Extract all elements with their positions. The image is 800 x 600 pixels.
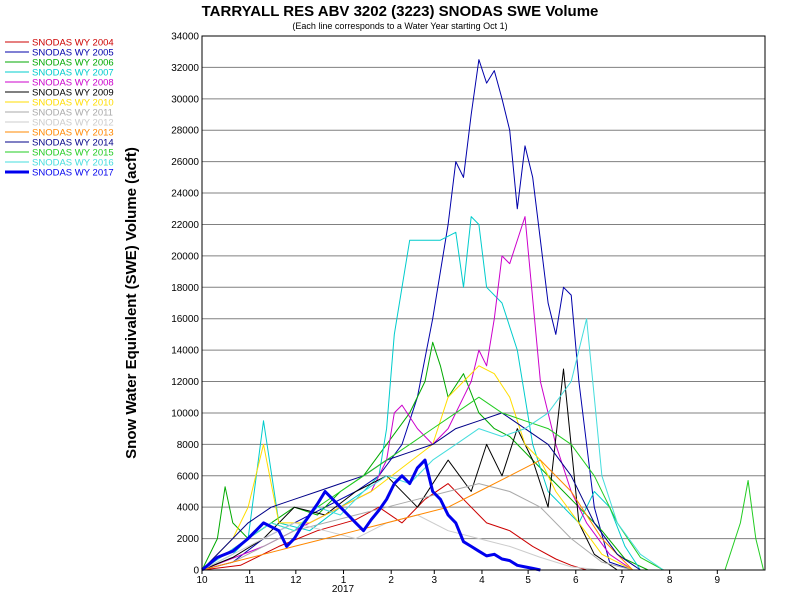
x-tick-label: 5	[525, 575, 531, 586]
legend-entry: SNODAS WY 2014	[32, 138, 114, 149]
x-tick-label: 1	[341, 575, 347, 586]
grid-lines	[202, 66, 765, 540]
series-lines	[201, 59, 764, 572]
legend-entry: SNODAS WY 2016	[32, 158, 114, 169]
y-tick-label: 10000	[171, 408, 199, 419]
series-line-4	[201, 216, 633, 571]
series-line-6	[201, 365, 633, 571]
y-tick-label: 32000	[171, 63, 199, 74]
legend-entry: SNODAS WY 2010	[32, 98, 114, 109]
y-tick-label: 24000	[171, 189, 199, 200]
y-tick-label: 2000	[177, 534, 200, 545]
series-line-10	[201, 412, 641, 571]
legend-entry: SNODAS WY 2015	[32, 148, 114, 159]
y-tick-label: 4000	[177, 503, 200, 514]
chart-title: TARRYALL RES ABV 3202 (3223) SNODAS SWE …	[202, 3, 599, 20]
series-line-0	[201, 483, 625, 571]
y-tick-label: 8000	[177, 440, 200, 451]
x-year-label: 2017	[332, 584, 355, 595]
legend-entry: SNODAS WY 2011	[32, 108, 113, 119]
y-tick-label: 16000	[171, 314, 199, 325]
y-tick-label: 28000	[171, 126, 199, 137]
legend-entry: SNODAS WY 2009	[32, 88, 114, 99]
series-line-12	[201, 318, 664, 571]
legend-entry: SNODAS WY 2008	[32, 78, 114, 89]
series-line-1	[201, 59, 633, 571]
x-tick-label: 9	[715, 575, 721, 586]
legend-entry: SNODAS WY 2005	[32, 48, 114, 59]
y-tick-label: 18000	[171, 283, 199, 294]
x-tick-label: 6	[573, 575, 579, 586]
x-axis-ticks: 10 11 12 1 2 3 4 5 6 7 8 9	[196, 570, 721, 586]
plot-frame	[201, 35, 766, 571]
y-axis-ticks: 0 2000 4000 6000 8000 10000 12000 14000 16000 180…	[171, 32, 199, 577]
y-tick-label: 0	[193, 566, 199, 577]
legend-entry: SNODAS WY 2004	[32, 38, 114, 49]
y-tick-label: 30000	[171, 94, 199, 105]
x-tick-label: 4	[479, 575, 485, 586]
y-tick-label: 34000	[171, 32, 199, 43]
y-axis-label: Snow Water Equivalent (SWE) Volume (acft…	[123, 147, 140, 459]
x-tick-label: 10	[196, 575, 208, 586]
series-line-9	[201, 459, 634, 571]
legend-entry: SNODAS WY 2013	[32, 128, 114, 139]
y-tick-label: 22000	[171, 220, 199, 231]
x-tick-label: 2	[388, 575, 394, 586]
y-tick-label: 6000	[177, 471, 200, 482]
x-tick-label: 7	[619, 575, 625, 586]
series-line-7	[201, 483, 633, 571]
x-tick-label: 8	[667, 575, 673, 586]
x-tick-label: 3	[431, 575, 437, 586]
chart-subtitle: (Each line corresponds to a Water Year s…	[292, 21, 507, 31]
y-tick-label: 26000	[171, 157, 199, 168]
legend-entry: SNODAS WY 2012	[32, 118, 114, 129]
legend-entry: SNODAS WY 2017	[32, 168, 114, 179]
legend-entry: SNODAS WY 2007	[32, 68, 114, 79]
series-line-5	[201, 368, 618, 571]
y-tick-label: 20000	[171, 251, 199, 262]
y-tick-label: 14000	[171, 346, 199, 357]
series-line-13	[201, 458, 541, 572]
x-tick-label: 12	[290, 575, 302, 586]
y-tick-label: 12000	[171, 377, 199, 388]
x-tick-label: 11	[244, 575, 255, 586]
legend-entry: SNODAS WY 2006	[32, 58, 114, 69]
